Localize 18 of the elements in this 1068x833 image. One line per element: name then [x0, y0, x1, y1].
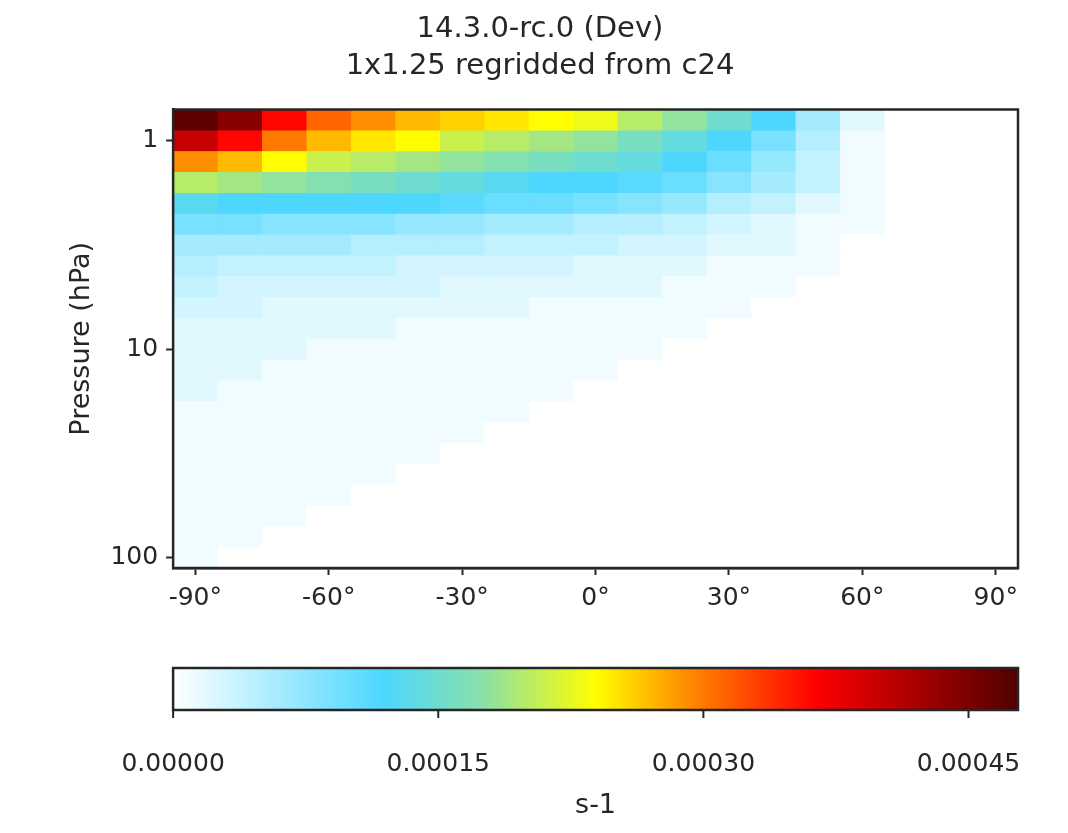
x-tick-label: -90° [168, 581, 223, 611]
y-tick-label: 100 [110, 541, 159, 571]
x-tick-label: 90° [973, 581, 1018, 611]
x-tick-label: -30° [435, 581, 489, 611]
color-bar-label: 0.00000 [121, 748, 225, 777]
x-tick-label: -60° [302, 581, 356, 611]
color-bar-label: 0.00030 [651, 748, 756, 777]
y-tick-label: 1 [142, 124, 159, 154]
y-tick-label: 10 [126, 332, 159, 362]
chart-title: 14.3.0-rc.0 (Dev) [416, 9, 664, 44]
y-axis-title: Pressure (hPa) [64, 241, 96, 436]
color-bar-title: s-1 [575, 787, 617, 819]
chart-subtitle: 1x1.25 regridded from c24 [345, 46, 735, 81]
x-tick-label: 0° [581, 581, 610, 611]
x-tick-label: 30° [706, 581, 752, 611]
color-bar-label: 0.00015 [386, 748, 490, 777]
x-tick-label: 60° [840, 581, 885, 611]
color-bar-label: 0.00045 [916, 748, 1021, 777]
